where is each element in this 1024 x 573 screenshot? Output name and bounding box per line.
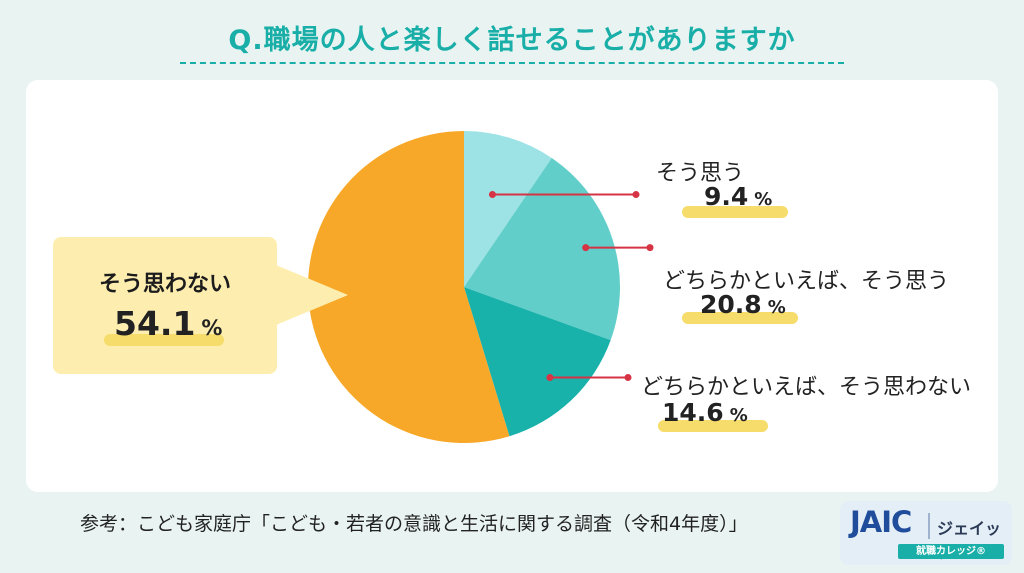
logo-subtitle: 就職カレッジ® [898, 544, 1004, 559]
value-unit: % [201, 316, 223, 340]
callout-pointer [276, 265, 348, 325]
value-highlight-strongly-disagree [104, 334, 224, 346]
leader-line-agree-end-dot [632, 191, 640, 199]
value-highlight-somewhat-disagree [658, 420, 768, 432]
slice-value-agree: 9.4% [704, 182, 772, 211]
page-title: Q.職場の人と楽しく話せることがありますか [228, 25, 796, 56]
slice-label-agree: そう思う [656, 161, 745, 186]
value-number: 14.6 [662, 398, 724, 427]
callout-label-strongly-disagree: そう思わない [98, 272, 231, 297]
value-unit: % [767, 297, 786, 318]
brand-logo: JAIC ジェイック 就職カレッジ® [840, 501, 1012, 565]
leader-line-somewhat-agree-start-dot [582, 244, 590, 252]
leader-line-somewhat-agree-end-dot [646, 244, 654, 252]
slice-value-somewhat-agree: 20.8% [700, 290, 786, 319]
value-highlight-agree [682, 206, 788, 218]
slice-value-somewhat-disagree: 14.6% [662, 398, 748, 427]
leader-line-agree-start-dot [488, 191, 496, 199]
leader-line-somewhat-disagree-start-dot [546, 374, 554, 382]
callout-box [53, 237, 277, 374]
title-divider [180, 62, 844, 64]
slice-label-somewhat-agree: どちらかといえば、そう思う [663, 269, 950, 294]
pie-slice-strongly-disagree [308, 131, 510, 443]
pie-slice-somewhat-disagree [464, 287, 611, 437]
value-number: 54.1 [114, 304, 196, 343]
slice-label-somewhat-disagree: どちらかといえば、そう思わない [641, 375, 972, 400]
pie-slice-somewhat-agree [464, 158, 620, 341]
value-highlight-somewhat-agree [682, 312, 798, 324]
leader-line-somewhat-disagree-end-dot [624, 374, 632, 382]
value-number: 20.8 [700, 290, 762, 319]
logo-mark: JAIC [850, 505, 912, 539]
value-unit: % [729, 405, 748, 426]
logo-divider [928, 513, 930, 539]
slice-value-strongly-disagree: 54.1% [114, 304, 222, 343]
value-unit: % [754, 189, 773, 210]
source-note: 参考：こども家庭庁「こども・若者の意識と生活に関する調査（令和4年度）」 [80, 513, 748, 535]
pie-slice-agree [464, 131, 552, 287]
value-number: 9.4 [704, 182, 749, 211]
